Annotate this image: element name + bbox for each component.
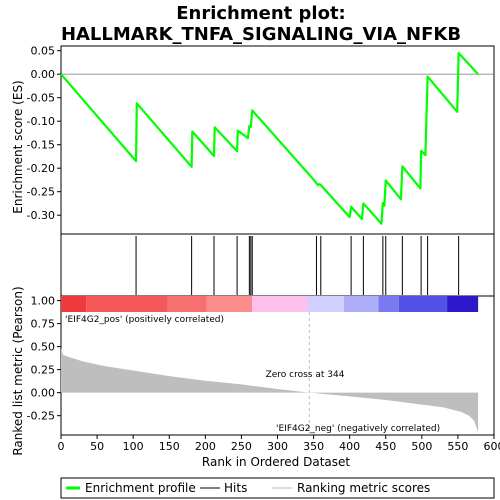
- hits-panel: [60, 233, 495, 297]
- metric-area: [61, 296, 479, 434]
- metric-y-tick-label: -0.25: [27, 410, 55, 423]
- es-y-tick-label: -0.05: [27, 92, 55, 105]
- hits-panel-frame: [60, 233, 495, 297]
- legend-label-hits: Hits: [224, 481, 247, 495]
- x-axis-ticks: 0 50 100 150 200 250 300 350 400 450 500 550 600: [58, 435, 500, 453]
- color-bar-segment-overlay: [343, 296, 379, 312]
- positive-correlated-label: 'EIF4G2_pos' (positively correlated): [65, 315, 224, 325]
- color-bar-segment-overlay: [307, 296, 344, 312]
- es-curve: [60, 51, 479, 225]
- metric-y-tick-label: 0.25: [31, 364, 56, 377]
- x-tick-label: 400: [339, 440, 360, 453]
- color-bar-segment-overlay: [86, 296, 168, 312]
- x-tick-label: 550: [447, 440, 468, 453]
- es-profile-line: [60, 51, 479, 225]
- x-tick-label: 50: [90, 440, 104, 453]
- es-y-tick-label: -0.25: [27, 186, 55, 199]
- es-y-tick-label: -0.30: [27, 209, 55, 222]
- color-bar-segment-overlay: [206, 296, 253, 312]
- x-tick-label: 600: [484, 440, 500, 453]
- x-tick-label: 100: [123, 440, 144, 453]
- legend: Enrichment profile Hits Ranking metric s…: [60, 477, 495, 499]
- hit-lines: [135, 236, 460, 295]
- es-y-tick-label: -0.10: [27, 115, 55, 128]
- x-tick-label: 0: [58, 440, 65, 453]
- metric-panel-frame: [60, 295, 495, 436]
- color-bar-segment-overlay: [398, 296, 448, 312]
- metric-fill-area: [61, 348, 479, 434]
- x-tick-label: 500: [411, 440, 432, 453]
- legend-label-ranking: Ranking metric scores: [297, 481, 430, 495]
- metric-y-ticks: -0.25 0.00 0.25 0.50 0.75 1.00: [27, 295, 61, 423]
- color-bar-segment-overlay: [61, 296, 87, 312]
- es-y-ticks: -0.30 -0.25 -0.20 -0.15 -0.10 -0.05 0.00 0.05: [27, 45, 61, 222]
- es-y-tick-label: 0.05: [31, 45, 56, 58]
- chart-title-line1: Enrichment plot:: [176, 3, 346, 24]
- color-bar-segment-overlay: [378, 296, 399, 312]
- color-bar-segment-overlay: [447, 296, 479, 312]
- es-y-axis-label: Enrichment score (ES): [11, 80, 25, 213]
- color-bar-segment-overlay: [167, 296, 207, 312]
- metric-y-tick-label: 0.50: [31, 341, 56, 354]
- x-tick-label: 150: [159, 440, 180, 453]
- x-tick-label: 300: [267, 440, 288, 453]
- x-tick-label: 350: [303, 440, 324, 453]
- metric-panel: -0.25 0.00 0.25 0.50 0.75 1.00 0 50 100 150 200 25…: [11, 286, 500, 469]
- x-tick-label: 200: [195, 440, 216, 453]
- x-axis-label: Rank in Ordered Dataset: [202, 455, 350, 469]
- zero-cross-label: Zero cross at 344: [266, 370, 345, 380]
- color-bar-segment-overlay: [252, 296, 308, 312]
- es-y-tick-label: -0.20: [27, 162, 55, 175]
- chart-title-line2: HALLMARK_TNFA_SIGNALING_VIA_NFKB: [61, 24, 461, 45]
- metric-y-tick-label: 0.00: [31, 387, 56, 400]
- x-tick-label: 450: [375, 440, 396, 453]
- es-panel: -0.30 -0.25 -0.20 -0.15 -0.10 -0.05 0.00 0.05 E…: [11, 45, 495, 235]
- x-tick-label: 250: [231, 440, 252, 453]
- negative-correlated-label: 'EIF4G2_neg' (negatively correlated): [276, 424, 440, 434]
- metric-y-tick-label: 1.00: [31, 295, 56, 308]
- es-y-tick-label: -0.15: [27, 139, 55, 152]
- metric-y-tick-label: 0.75: [31, 318, 56, 331]
- legend-label-enrichment: Enrichment profile: [85, 481, 196, 495]
- es-y-tick-label: 0.00: [31, 68, 56, 81]
- metric-y-axis-label: Ranked list metric (Pearson): [11, 286, 25, 455]
